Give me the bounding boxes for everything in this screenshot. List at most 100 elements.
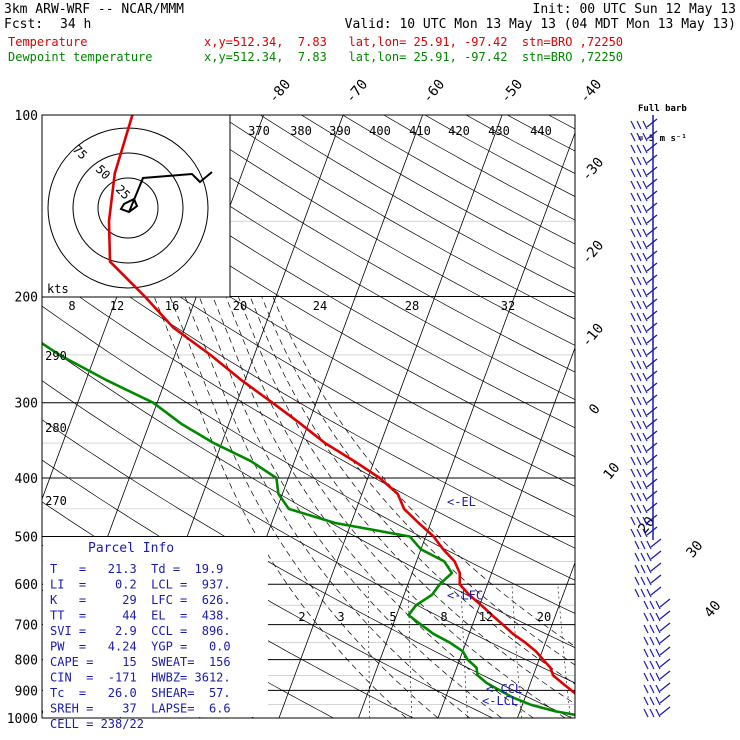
wind-barb-flag [630,168,636,178]
forecast-hour: 34 h [60,17,92,32]
wind-barb-flag [636,468,642,478]
temperature-legend-info: x,y=512.34, 7.83 lat,lon= 25.91, -97.42 … [204,35,624,49]
theta-label: 380 [290,124,312,138]
wind-barb-flag [655,612,661,622]
wind-barb-flag [642,228,648,238]
wind-barb-staff [650,574,662,584]
isotherm-line [278,115,503,718]
wind-barb-flag [642,420,648,430]
isotherm-line [677,115,740,718]
wind-barb-staff [646,274,658,284]
wind-barb-staff [646,154,658,164]
wind-barb-flag [646,576,652,586]
theta-label: 270 [45,494,67,508]
wind-barb-flag [642,192,648,202]
isotherm-label: 30 [683,538,706,561]
wind-barb-flag [630,324,636,334]
wind-barb-flag [642,516,648,526]
wind-barb-flag [643,612,649,622]
wind-barb-staff [646,442,658,452]
parcel-row: LI = 0.2 LCL = 937. [50,578,231,592]
isotherm-line [597,115,740,718]
dry-adiabat-line [507,115,575,152]
parcel-row: CAPE = 15 SWEAT= 156 [50,655,231,669]
moist-adiabat-line [261,296,575,666]
wind-barb-flag [630,228,636,238]
wind-barb-flag [630,252,636,262]
wind-barb-flag [636,264,642,274]
temperature-profile [107,115,575,695]
mixing-ratio-label: 2 [298,610,305,624]
hodograph-ring [97,177,159,239]
hodograph-ring [72,152,184,264]
isotherm-label: 40 [701,598,724,621]
wind-barb-flag [630,384,636,394]
wind-barb-flag [642,168,648,178]
isotherm-line [358,131,575,718]
wind-barb-flag [630,372,636,382]
wind-barb-flag [630,468,636,478]
wind-barb-staff [646,466,658,476]
wind-barb-flag [630,216,636,226]
wind-barb-staff [646,370,658,380]
wind-barb-flag [630,120,636,130]
wind-barb-flag [630,288,636,298]
theta-label: 390 [329,124,351,138]
wind-barb-staff [646,346,658,356]
wind-barb-staff [646,478,658,488]
wind-barb-flag [630,396,636,406]
theta-label: 400 [369,124,391,138]
wind-barb-flag [649,660,655,670]
wind-barb-flag [649,624,655,634]
theta-label: 370 [248,124,270,138]
full-barb-line2: = 5 m s⁻¹ [638,134,687,144]
wind-barb-flag [630,528,636,538]
wind-barb-staff [659,706,671,716]
wind-barb-staff [646,382,658,392]
wind-barb-flag [636,132,642,142]
wind-barb-flag [636,204,642,214]
isotherm-label: -70 [343,77,372,107]
theta-label: 440 [530,124,552,138]
forecast-label: Fcst: [4,17,44,32]
wind-barb-staff [646,490,658,500]
pressure-tick-label: 300 [15,397,38,412]
wind-barb-flag [630,444,636,454]
wind-speed-tick-label: 24 [313,299,327,313]
isotherm-label: -30 [579,155,608,185]
parcel-row: CIN = -171 HWBZ= 3612. [50,671,231,685]
model-title: 3km ARW-WRF -- NCAR/MMM [4,2,185,17]
wind-barb-flag [642,252,648,262]
theta-label: 280 [45,421,67,435]
wind-barb-flag [630,240,636,250]
wind-barb-flag [630,504,636,514]
mixing-ratio-label: 20 [537,610,551,624]
wind-speed-tick-label: 28 [405,299,419,313]
isotherm-label: -10 [579,321,608,351]
pressure-tick-label: 200 [15,291,38,306]
wind-barb-flag [634,564,640,574]
wind-barb-flag [636,396,642,406]
wind-barb-flag [643,696,649,706]
wind-barb-flag [630,408,636,418]
wind-barb-flag [630,180,636,190]
wind-barb-flag [634,588,640,598]
wind-barb-staff [646,334,658,344]
wind-barb-flag [636,420,642,430]
moist-adiabat-line [225,296,566,718]
isotherm-label: 10 [600,460,623,483]
wind-barb-staff [646,226,658,236]
wind-speed-tick-label: 8 [68,299,75,313]
wind-barb-flag [642,408,648,418]
wind-barb-flag [636,276,642,286]
wind-barb-flag [642,456,648,466]
wind-speed-tick-label: 20 [233,299,247,313]
dewpoint-legend-info: x,y=512.34, 7.83 lat,lon= 25.91, -97.42 … [204,50,624,64]
profiles [42,115,575,717]
wind-barb-flag [642,432,648,442]
wind-barb-flag [636,516,642,526]
wind-barb-staff [646,238,658,248]
dry-adiabat-line [301,115,575,269]
